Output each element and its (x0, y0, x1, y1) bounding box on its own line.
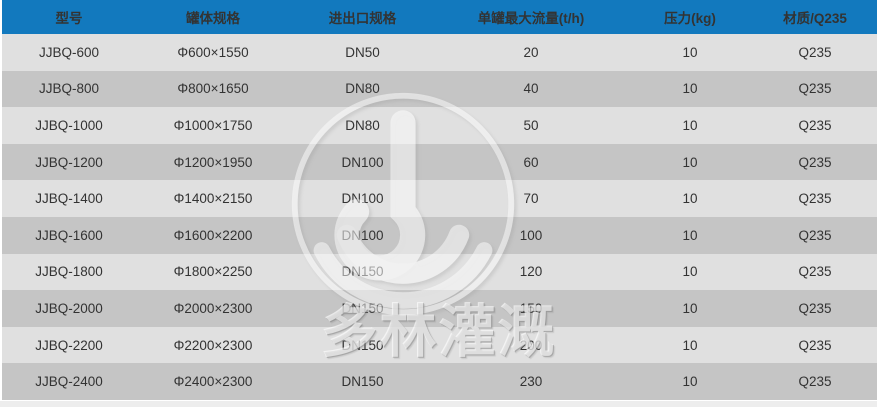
table-cell: DN100 (290, 143, 435, 181)
column-header-0: 型号 (0, 0, 136, 34)
table-cell: 70 (435, 180, 627, 217)
table-cell: 20 (435, 34, 627, 71)
column-header-5: 材质/Q235 (753, 0, 877, 34)
table-header-row: 型号 罐体规格 进出口规格 单罐最大流量(t/h) 压力(kg) 材质/Q235 (0, 0, 877, 34)
table-cell: 10 (627, 290, 753, 327)
table-cell: DN150 (290, 290, 435, 327)
table-cell: Q235 (753, 290, 877, 327)
table-cell: JJBQ-1600 (0, 216, 136, 254)
table-cell: JJBQ-600 (0, 34, 136, 71)
table-cell: 230 (435, 363, 627, 400)
table-cell: JJBQ-1800 (0, 253, 136, 291)
table-cell: Φ1400×2150 (136, 180, 290, 217)
table-cell: DN150 (290, 326, 435, 364)
table-cell: JJBQ-1000 (0, 107, 136, 144)
table-cell: 100 (435, 216, 627, 254)
table-cell: DN100 (290, 180, 435, 217)
table-row: JJBQ-1600 Φ1600×2200 DN100 100 10 Q235 (0, 216, 877, 254)
table-header: 型号 罐体规格 进出口规格 单罐最大流量(t/h) 压力(kg) 材质/Q235 (0, 0, 877, 34)
table-cell: DN100 (290, 216, 435, 254)
table-cell: Q235 (753, 363, 877, 400)
table-cell: Φ800×1650 (136, 70, 290, 108)
table-cell: 60 (435, 143, 627, 181)
table-cell: 10 (627, 253, 753, 291)
table-cell: JJBQ-2400 (0, 363, 136, 400)
table-row: JJBQ-600 Φ600×1550 DN50 20 10 Q235 (0, 34, 877, 71)
table-bottom-strip (0, 401, 877, 407)
table-cell: DN150 (290, 363, 435, 400)
table-row: JJBQ-1800 Φ1800×2250 DN150 120 10 Q235 (0, 253, 877, 291)
table-cell: JJBQ-1400 (0, 180, 136, 217)
table-cell: 10 (627, 107, 753, 144)
table-cell: Q235 (753, 34, 877, 71)
table-cell: Φ1000×1750 (136, 107, 290, 144)
table-cell: 10 (627, 326, 753, 364)
column-header-4: 压力(kg) (627, 0, 753, 34)
table-cell: Φ600×1550 (136, 34, 290, 71)
table-cell: DN80 (290, 70, 435, 108)
table-cell: Q235 (753, 326, 877, 364)
table-cell: 10 (627, 363, 753, 400)
table-cell: 150 (435, 290, 627, 327)
table-cell: 10 (627, 180, 753, 217)
table-cell: 10 (627, 34, 753, 71)
table-cell: Φ2400×2300 (136, 363, 290, 400)
column-header-2: 进出口规格 (290, 0, 435, 34)
table-cell: Φ2000×2300 (136, 290, 290, 327)
table-row: JJBQ-1400 Φ1400×2150 DN100 70 10 Q235 (0, 180, 877, 217)
table-cell: Φ1600×2200 (136, 216, 290, 254)
table-row: JJBQ-1200 Φ1200×1950 DN100 60 10 Q235 (0, 143, 877, 181)
table-row: JJBQ-1000 Φ1000×1750 DN80 50 10 Q235 (0, 107, 877, 144)
table-cell: 10 (627, 70, 753, 108)
table-cell: JJBQ-2200 (0, 326, 136, 364)
table-row: JJBQ-2400 Φ2400×2300 DN150 230 10 Q235 (0, 363, 877, 400)
table-cell: DN150 (290, 253, 435, 291)
table-row: JJBQ-2200 Φ2200×2300 DN150 200 10 Q235 (0, 326, 877, 364)
table-cell: 10 (627, 143, 753, 181)
table-cell: Q235 (753, 70, 877, 108)
table-cell: DN50 (290, 34, 435, 71)
table-cell: 120 (435, 253, 627, 291)
table-cell: DN80 (290, 107, 435, 144)
table-cell: JJBQ-2000 (0, 290, 136, 327)
table-row: JJBQ-800 Φ800×1650 DN80 40 10 Q235 (0, 70, 877, 108)
column-header-1: 罐体规格 (136, 0, 290, 34)
table-cell: Φ2200×2300 (136, 326, 290, 364)
table-cell: 40 (435, 70, 627, 108)
table-cell: JJBQ-1200 (0, 143, 136, 181)
table-cell: Q235 (753, 216, 877, 254)
table-cell: Φ1200×1950 (136, 143, 290, 181)
table-cell: Q235 (753, 143, 877, 181)
table-cell: 200 (435, 326, 627, 364)
table-cell: 10 (627, 216, 753, 254)
column-header-3: 单罐最大流量(t/h) (435, 0, 627, 34)
table-row: JJBQ-2000 Φ2000×2300 DN150 150 10 Q235 (0, 290, 877, 327)
table-cell: 50 (435, 107, 627, 144)
table-cell: JJBQ-800 (0, 70, 136, 108)
table-cell: Q235 (753, 253, 877, 291)
table-cell: Φ1800×2250 (136, 253, 290, 291)
table-cell: Q235 (753, 180, 877, 217)
table-cell: Q235 (753, 107, 877, 144)
table-body: JJBQ-600 Φ600×1550 DN50 20 10 Q235 JJBQ-800 Φ80… (0, 34, 877, 400)
